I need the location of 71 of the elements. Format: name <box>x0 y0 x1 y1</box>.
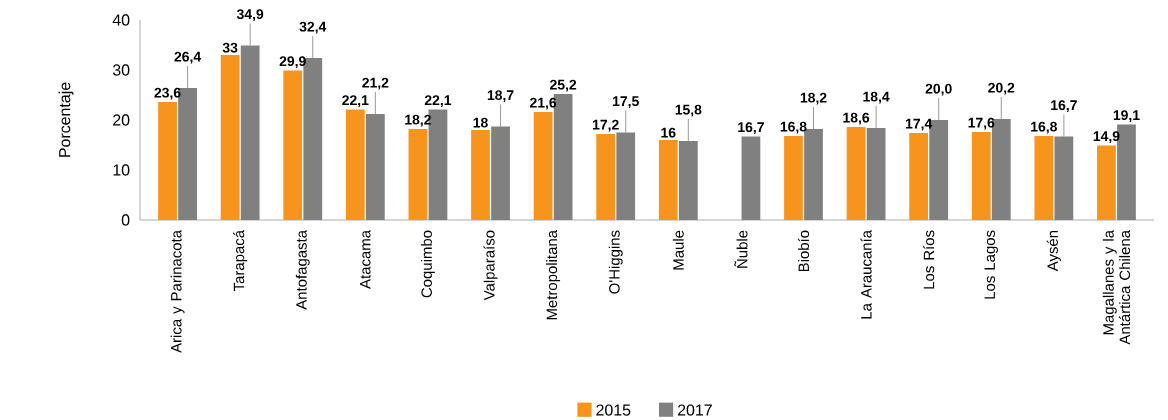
data-label: 26,4 <box>174 51 202 64</box>
legend-label: 2017 <box>677 404 712 416</box>
x-tick-label: Metropolitana <box>546 229 561 320</box>
bar <box>741 136 761 220</box>
legend-label: 2015 <box>596 404 631 416</box>
data-label: 32,4 <box>299 21 327 34</box>
data-label: 16,8 <box>780 121 807 134</box>
bar <box>1034 136 1054 220</box>
x-tick-label: Valparaíso <box>483 230 498 301</box>
data-label: 18 <box>473 117 488 128</box>
bar <box>971 132 991 220</box>
data-label: 22,1 <box>342 95 369 108</box>
data-label: 21,6 <box>530 97 557 110</box>
x-tick-label: Biobío <box>797 230 810 272</box>
data-label: 20,2 <box>988 82 1015 95</box>
x-tick-label: Maule <box>672 230 684 270</box>
data-label: 16,8 <box>1031 121 1057 134</box>
data-label: 14,9 <box>1093 131 1120 144</box>
bar <box>345 109 365 220</box>
data-label: 18,7 <box>487 90 514 103</box>
x-tick-label: Antofagasta <box>295 229 310 310</box>
y-tick-label: 0 <box>121 214 130 226</box>
data-label: 16 <box>661 127 676 138</box>
data-label: 25,2 <box>550 79 577 92</box>
bar <box>658 140 678 220</box>
bar <box>471 130 490 220</box>
data-label: 18,2 <box>405 114 431 127</box>
x-tick-label: Los Lagos <box>984 230 998 299</box>
y-tick-label: 40 <box>112 14 130 26</box>
x-tick-label: Ñuble <box>734 230 748 268</box>
data-label: 16,7 <box>1051 100 1077 113</box>
data-label: 23,6 <box>154 87 181 100</box>
x-tick-label: La Araucanía <box>860 229 872 319</box>
data-label: 33 <box>222 42 238 53</box>
bar <box>1097 145 1116 220</box>
data-label: 17,6 <box>968 117 995 130</box>
x-tick-label: Arica y Parinacota <box>170 229 185 353</box>
x-tick-label: Aysén <box>1046 230 1061 272</box>
x-tick-label: Tarapacá <box>233 229 248 292</box>
data-label: 17,5 <box>613 96 639 109</box>
y-axis-title: Porcentaje <box>58 82 74 157</box>
bar <box>158 102 177 220</box>
data-label: 18,2 <box>800 92 827 105</box>
data-label: 17,4 <box>905 118 933 131</box>
bar <box>784 136 803 220</box>
x-tick-label: O'Higgins <box>608 230 623 294</box>
bar <box>909 133 929 220</box>
bar <box>533 112 553 220</box>
data-label: 29,9 <box>279 56 306 69</box>
data-label: 20,0 <box>925 83 952 96</box>
data-label: 21,2 <box>362 77 389 90</box>
x-tick-label: Atacama <box>360 229 371 289</box>
data-label: 18,4 <box>863 91 890 104</box>
x-tick-label: Magallanes y la Antártica Chilena <box>1102 229 1131 345</box>
bar <box>596 134 616 220</box>
data-label: 34,9 <box>236 9 264 22</box>
y-tick-label: 30 <box>112 64 130 76</box>
bar <box>220 55 240 220</box>
data-label: 15,8 <box>675 104 702 117</box>
data-label: 16,7 <box>738 122 764 135</box>
x-tick-label: Los Ríos <box>923 230 935 289</box>
data-label: 17,2 <box>592 119 619 132</box>
bar <box>283 70 303 220</box>
bar <box>408 129 428 220</box>
y-tick-label: 10 <box>113 164 130 176</box>
y-tick-label: 20 <box>113 114 130 126</box>
data-label: 19,1 <box>1113 110 1140 123</box>
data-label: 22,1 <box>424 95 452 108</box>
data-label: 18,6 <box>843 112 870 125</box>
bar <box>846 127 866 220</box>
x-tick-label: Coquimbo <box>420 230 435 298</box>
